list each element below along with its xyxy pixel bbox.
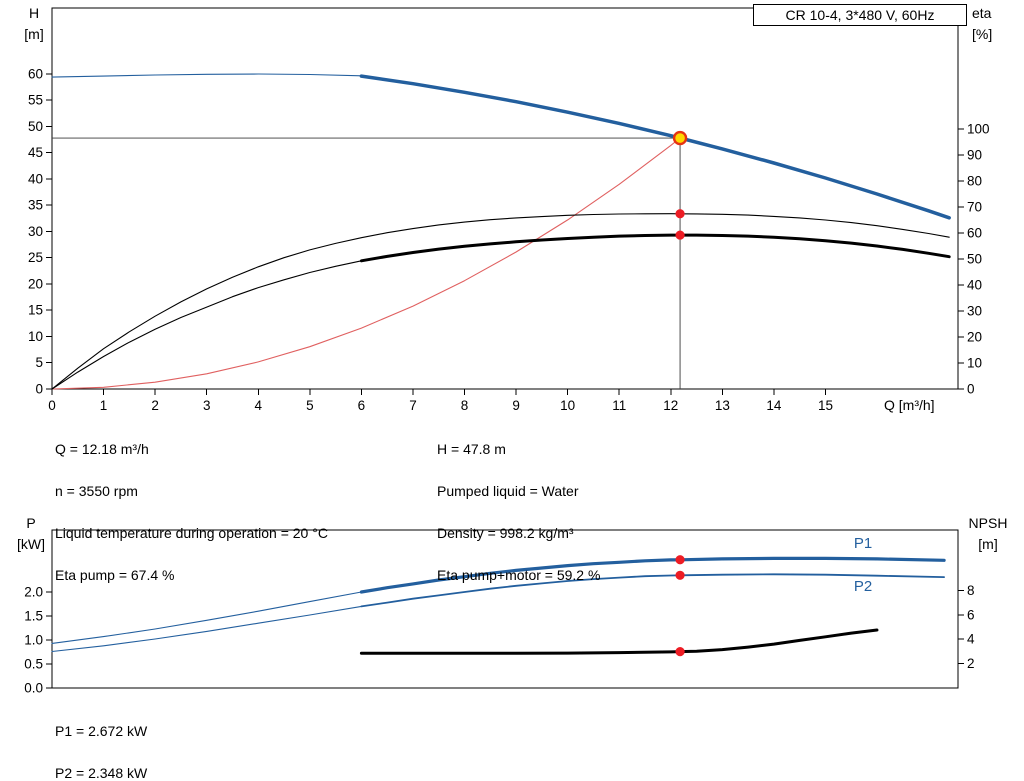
svg-text:0: 0 [35, 382, 43, 397]
svg-text:30: 30 [967, 304, 982, 319]
svg-text:0.0: 0.0 [24, 681, 43, 696]
svg-text:45: 45 [28, 145, 43, 160]
svg-text:90: 90 [967, 148, 982, 163]
svg-text:50: 50 [28, 119, 43, 134]
svg-text:20: 20 [967, 330, 982, 345]
svg-text:9: 9 [512, 398, 520, 413]
svg-text:4: 4 [255, 398, 263, 413]
svg-text:0: 0 [48, 398, 56, 413]
info-density: Density = 998.2 kg/m³ [437, 525, 574, 541]
svg-text:60: 60 [28, 66, 43, 81]
svg-text:70: 70 [967, 200, 982, 215]
svg-text:55: 55 [28, 93, 43, 108]
svg-text:4: 4 [967, 632, 975, 647]
duty-info-right: H = 47.8 m Pumped liquid = Water Density… [437, 418, 600, 607]
svg-text:3: 3 [203, 398, 211, 413]
info-liquid-temp: Liquid temperature during operation = 20… [55, 525, 328, 541]
svg-text:60: 60 [967, 226, 982, 241]
power-info: P1 = 2.672 kW P2 = 2.348 kW NPSH = 2.98 … [55, 700, 153, 781]
svg-text:10: 10 [560, 398, 575, 413]
svg-text:5: 5 [35, 355, 43, 370]
svg-text:40: 40 [967, 278, 982, 293]
svg-text:100: 100 [967, 122, 990, 137]
svg-text:50: 50 [967, 252, 982, 267]
axis-label-eta: eta [%] [972, 5, 993, 42]
svg-text:8: 8 [461, 398, 469, 413]
info-eta-pump: Eta pump = 67.4 % [55, 567, 175, 583]
svg-text:40: 40 [28, 171, 43, 186]
info-p2: P2 = 2.348 kW [55, 765, 148, 781]
svg-text:5: 5 [306, 398, 314, 413]
info-eta-total: Eta pump+motor = 59.2 % [437, 567, 601, 583]
svg-text:2.0: 2.0 [24, 585, 43, 600]
svg-text:6: 6 [967, 607, 975, 622]
svg-text:7: 7 [409, 398, 417, 413]
svg-text:1.5: 1.5 [24, 609, 43, 624]
info-pumped-liquid: Pumped liquid = Water [437, 483, 579, 499]
svg-text:80: 80 [967, 174, 982, 189]
svg-text:35: 35 [28, 198, 43, 213]
svg-text:25: 25 [28, 250, 43, 265]
info-p1: P1 = 2.672 kW [55, 723, 148, 739]
svg-text:15: 15 [28, 303, 43, 318]
svg-text:14: 14 [766, 398, 782, 413]
svg-text:15: 15 [818, 398, 833, 413]
svg-text:11: 11 [612, 398, 626, 413]
svg-text:8: 8 [967, 583, 975, 598]
duty-info-left: Q = 12.18 m³/h n = 3550 rpm Liquid tempe… [55, 418, 328, 607]
svg-text:2: 2 [967, 656, 975, 671]
svg-text:10: 10 [967, 356, 982, 371]
info-flow: Q = 12.18 m³/h [55, 441, 149, 457]
svg-text:1.0: 1.0 [24, 633, 43, 648]
svg-text:1: 1 [100, 398, 108, 413]
svg-text:6: 6 [358, 398, 366, 413]
svg-text:0: 0 [967, 382, 975, 397]
svg-text:P1: P1 [854, 535, 872, 552]
svg-text:30: 30 [28, 224, 43, 239]
svg-text:12: 12 [663, 398, 678, 413]
axis-label-head: H [m] [24, 5, 44, 42]
svg-text:20: 20 [28, 276, 43, 291]
axis-label-power: P [kW] [17, 515, 45, 552]
svg-text:13: 13 [715, 398, 730, 413]
svg-text:P2: P2 [854, 578, 872, 595]
svg-text:0.5: 0.5 [24, 657, 43, 672]
pump-title-box: CR 10-4, 3*480 V, 60Hz [753, 4, 967, 26]
axis-label-flow: Q [m³/h] [884, 397, 935, 413]
svg-text:10: 10 [28, 329, 43, 344]
info-head: H = 47.8 m [437, 441, 506, 457]
axis-label-npsh: NPSH [m] [968, 515, 1008, 552]
svg-text:2: 2 [151, 398, 159, 413]
info-speed: n = 3550 rpm [55, 483, 138, 499]
